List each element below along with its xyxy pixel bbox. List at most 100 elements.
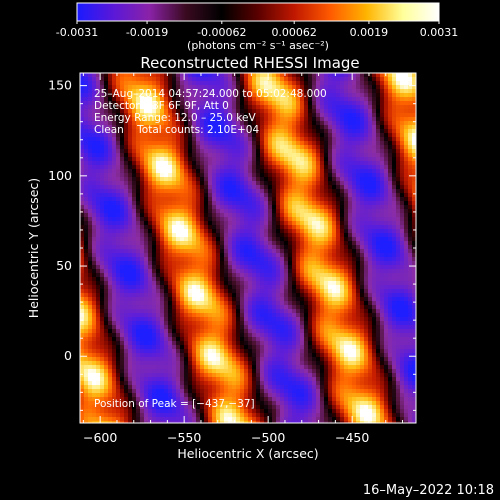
heatmap-cell: [160, 249, 164, 253]
heatmap-cell: [332, 165, 336, 169]
heatmap-cell: [320, 173, 324, 177]
heatmap-cell: [396, 297, 400, 301]
heatmap-cell: [152, 221, 156, 225]
heatmap-cell: [348, 105, 352, 109]
heatmap-cell: [372, 153, 376, 157]
heatmap-cell: [100, 117, 104, 121]
heatmap-cell: [296, 81, 300, 85]
heatmap-cell: [368, 245, 372, 249]
heatmap-cell: [388, 205, 392, 209]
heatmap-cell: [176, 125, 180, 129]
heatmap-cell: [336, 197, 340, 201]
heatmap-cell: [324, 265, 328, 269]
heatmap-cell: [216, 245, 220, 249]
heatmap-cell: [288, 229, 292, 233]
heatmap-cell: [240, 101, 244, 105]
heatmap-cell: [128, 189, 132, 193]
heatmap-cell: [188, 297, 192, 301]
heatmap-cell: [304, 153, 308, 157]
heatmap-cell: [272, 233, 276, 237]
heatmap-cell: [272, 169, 276, 173]
heatmap-cell: [400, 133, 404, 137]
heatmap-cell: [392, 277, 396, 281]
heatmap-cell: [388, 89, 392, 93]
heatmap-cell: [336, 257, 340, 261]
heatmap-cell: [340, 297, 344, 301]
heatmap-cell: [316, 93, 320, 97]
heatmap-cell: [200, 121, 204, 125]
heatmap-cell: [364, 73, 368, 77]
heatmap-cell: [188, 237, 192, 241]
heatmap-cell: [328, 137, 332, 141]
heatmap-cell: [176, 293, 180, 297]
heatmap-cell: [204, 233, 208, 237]
heatmap-cell: [208, 85, 212, 89]
heatmap-cell: [124, 101, 128, 105]
heatmap-cell: [380, 257, 384, 261]
heatmap-cell: [88, 305, 92, 309]
heatmap-cell: [208, 245, 212, 249]
heatmap-cell: [296, 213, 300, 217]
heatmap-cell: [116, 189, 120, 193]
heatmap-cell: [376, 213, 380, 217]
heatmap-cell: [320, 77, 324, 81]
heatmap-cell: [208, 213, 212, 217]
heatmap-cell: [128, 81, 132, 85]
heatmap-cell: [256, 209, 260, 213]
heatmap-cell: [104, 101, 108, 105]
heatmap-cell: [352, 265, 356, 269]
heatmap-cell: [236, 233, 240, 237]
heatmap-cell: [100, 277, 104, 281]
heatmap-cell: [160, 193, 164, 197]
heatmap-cell: [260, 105, 264, 109]
heatmap-cell: [312, 229, 316, 233]
heatmap-cell: [356, 125, 360, 129]
heatmap-cell: [84, 101, 88, 105]
heatmap-cell: [88, 81, 92, 85]
heatmap-cell: [196, 241, 200, 245]
heatmap-cell: [84, 221, 88, 225]
heatmap-cell: [100, 121, 104, 125]
heatmap-cell: [164, 301, 168, 305]
heatmap-cell: [380, 173, 384, 177]
heatmap-cell: [384, 157, 388, 161]
heatmap-cell: [284, 249, 288, 253]
heatmap-cell: [320, 145, 324, 149]
heatmap-cell: [364, 221, 368, 225]
heatmap-cell: [236, 105, 240, 109]
heatmap-cell: [108, 117, 112, 121]
heatmap-cell: [168, 301, 172, 305]
heatmap-cell: [284, 237, 288, 241]
heatmap-cell: [144, 209, 148, 213]
heatmap-cell: [184, 133, 188, 137]
heatmap-cell: [196, 113, 200, 117]
heatmap-cell: [364, 201, 368, 205]
heatmap-cell: [140, 101, 144, 105]
heatmap-cell: [240, 225, 244, 229]
heatmap-cell: [192, 297, 196, 301]
heatmap-cell: [256, 225, 260, 229]
heatmap-cell: [364, 165, 368, 169]
heatmap-cell: [88, 229, 92, 233]
heatmap-cell: [256, 165, 260, 169]
heatmap-cell: [228, 289, 232, 293]
heatmap-cell: [104, 89, 108, 93]
heatmap-cell: [148, 165, 152, 169]
heatmap-cell: [168, 93, 172, 97]
heatmap-cell: [372, 181, 376, 185]
heatmap-cell: [152, 305, 156, 309]
heatmap-cell: [332, 73, 336, 77]
heatmap-cell: [104, 245, 108, 249]
heatmap-cell: [348, 297, 352, 301]
heatmap-cell: [324, 77, 328, 81]
heatmap-cell: [344, 157, 348, 161]
heatmap-cell: [316, 89, 320, 93]
heatmap-cell: [340, 85, 344, 89]
heatmap-cell: [172, 269, 176, 273]
heatmap-cell: [320, 293, 324, 297]
heatmap-cell: [348, 181, 352, 185]
heatmap-cell: [220, 273, 224, 277]
heatmap-cell: [332, 205, 336, 209]
heatmap-cell: [332, 269, 336, 273]
heatmap-cell: [284, 109, 288, 113]
